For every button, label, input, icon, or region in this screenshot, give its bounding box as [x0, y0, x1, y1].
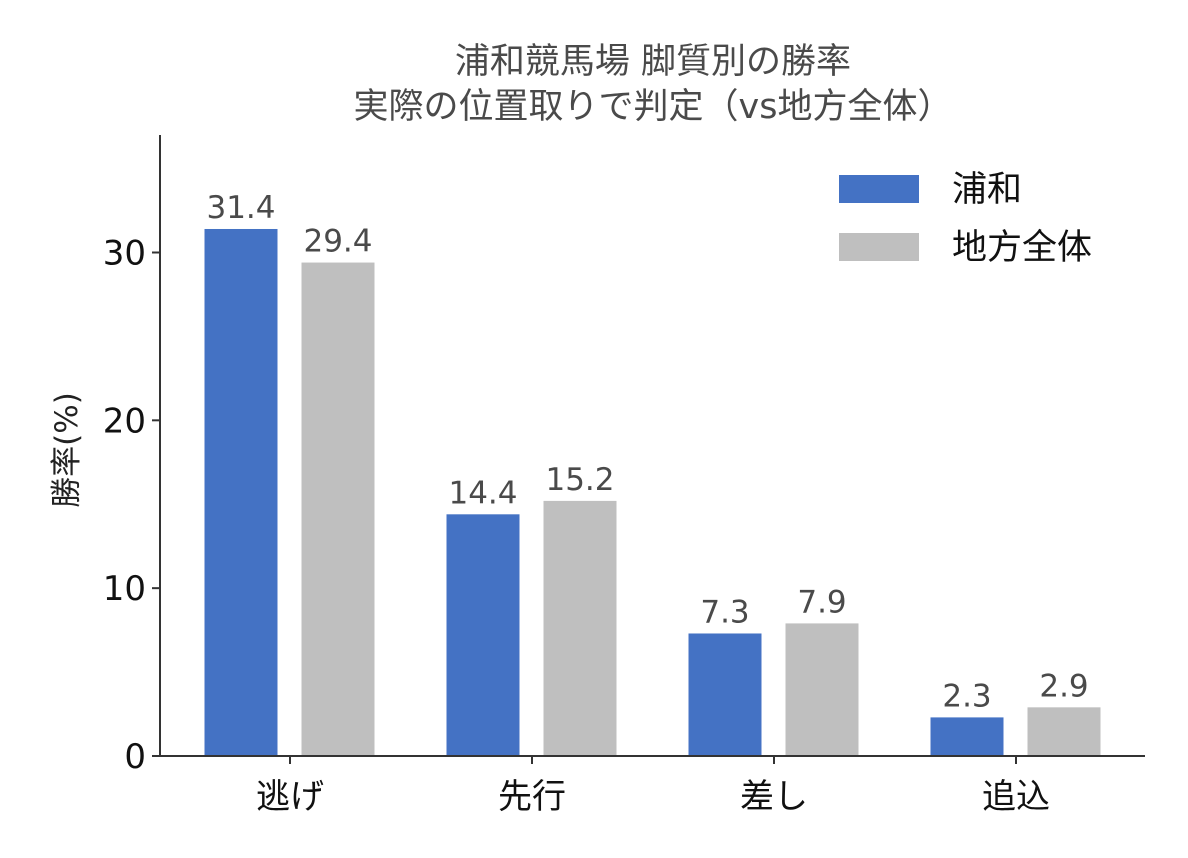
bar-浦和-差し [688, 633, 762, 756]
x-tick-label-先行: 先行 [498, 777, 566, 817]
bar-地方全体-追込 [1027, 707, 1101, 756]
y-tick-label-10: 10 [103, 569, 146, 609]
data-label-地方全体-差し: 7.9 [797, 584, 846, 620]
y-tick-label-0: 0 [124, 737, 146, 777]
chart-title: 浦和競馬場 脚質別の勝率 [455, 42, 851, 82]
data-labels: 31.4 29.4 14.4 15.2 7.3 7.9 2.3 2.9 [206, 190, 1088, 714]
data-label-地方全体-逃げ: 29.4 [303, 224, 372, 260]
chart-subtitle: 実際の位置取りで判定（vs地方全体） [354, 87, 953, 127]
data-label-浦和-差し: 7.3 [700, 594, 749, 630]
bar-地方全体-差し [785, 623, 859, 756]
x-tick-label-差し: 差し [740, 777, 808, 817]
data-label-浦和-先行: 14.4 [448, 475, 517, 511]
data-label-浦和-追込: 2.3 [942, 678, 991, 714]
y-axis-label: 勝率(%) [49, 392, 85, 508]
data-label-浦和-逃げ: 31.4 [206, 190, 275, 226]
x-tick-label-追込: 追込 [982, 777, 1050, 817]
y-axis-ticks: 0 10 20 30 [103, 233, 160, 777]
legend-swatch-地方全体 [839, 233, 919, 261]
legend-label-地方全体: 地方全体 [952, 228, 1092, 268]
bar-地方全体-逃げ [301, 262, 375, 756]
y-tick-label-20: 20 [103, 401, 146, 441]
legend-label-浦和: 浦和 [952, 170, 1022, 210]
plot-area [204, 228, 1101, 756]
bar-浦和-逃げ [204, 228, 278, 756]
data-label-地方全体-追込: 2.9 [1039, 668, 1088, 704]
x-tick-label-逃げ: 逃げ [256, 777, 324, 817]
bar-浦和-先行 [446, 514, 520, 756]
legend-swatch-浦和 [839, 175, 919, 203]
y-tick-label-30: 30 [103, 233, 146, 273]
bar-地方全体-先行 [543, 500, 617, 756]
data-label-地方全体-先行: 15.2 [545, 462, 614, 498]
x-axis-ticks: 逃げ 先行 差し 追込 [256, 756, 1050, 817]
bar-浦和-追込 [930, 717, 1004, 756]
